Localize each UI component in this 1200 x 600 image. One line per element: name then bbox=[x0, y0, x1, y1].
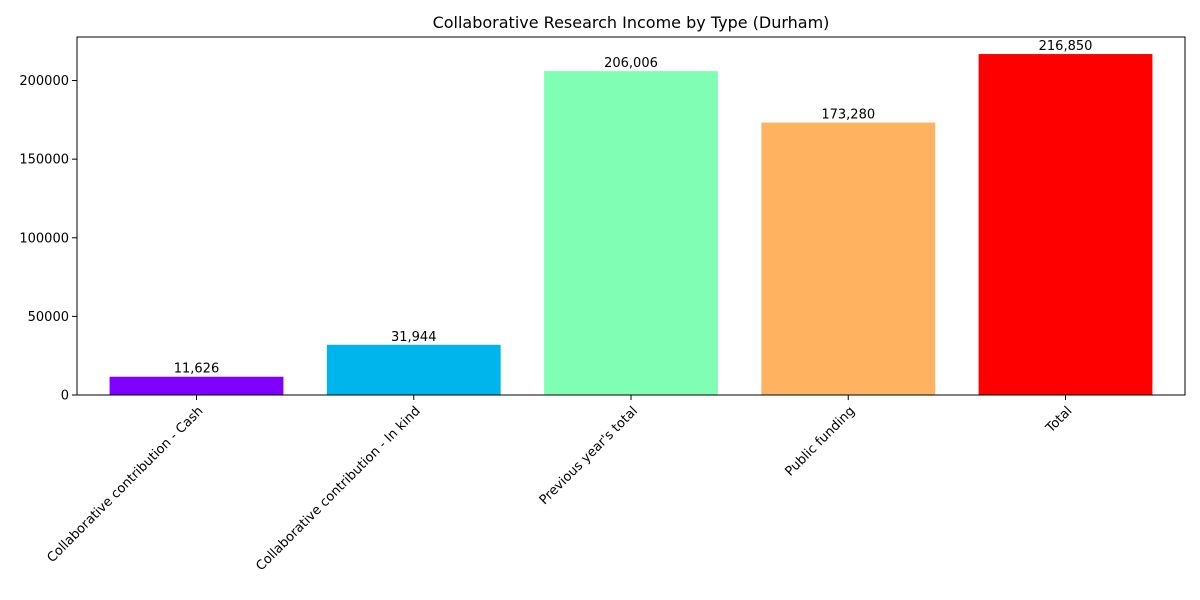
y-axis: 0 50000 100000 150000 200000 bbox=[19, 74, 77, 404]
bar-2 bbox=[544, 71, 718, 396]
data-label-3: 173,280 bbox=[821, 108, 875, 123]
bar-0 bbox=[109, 376, 284, 395]
data-label-1: 31,944 bbox=[391, 330, 437, 345]
data-labels-group: 11,626 31,944 206,006 173,280 216,850 bbox=[174, 39, 1093, 377]
data-label-2: 206,006 bbox=[604, 56, 658, 71]
y-tick-label-1: 50000 bbox=[28, 310, 69, 325]
bars-group bbox=[109, 54, 1153, 396]
bar-1 bbox=[326, 344, 501, 395]
x-tick-label-0: Collaborative contribution - Cash bbox=[44, 404, 206, 566]
x-tick-label-3: Public funding bbox=[782, 404, 858, 480]
bar-4 bbox=[978, 54, 1153, 395]
data-label-4: 216,850 bbox=[1039, 39, 1093, 54]
plot-frame bbox=[76, 36, 1186, 396]
x-tick-label-1: Collaborative contribution - In kind bbox=[253, 404, 423, 574]
y-tick-label-2: 100000 bbox=[19, 231, 69, 246]
data-label-0: 11,626 bbox=[174, 362, 220, 377]
x-axis: Collaborative contribution - Cash Collabo… bbox=[44, 395, 1075, 574]
x-tick-label-2: Previous year's total bbox=[537, 404, 641, 508]
y-tick-label-3: 150000 bbox=[19, 153, 69, 168]
chart-title: Collaborative Research Income by Type (D… bbox=[433, 13, 830, 32]
x-tick-label-4: Total bbox=[1043, 404, 1076, 437]
y-tick-label-4: 200000 bbox=[19, 74, 69, 89]
bar-3 bbox=[761, 122, 936, 395]
y-tick-label-0: 0 bbox=[61, 389, 69, 404]
